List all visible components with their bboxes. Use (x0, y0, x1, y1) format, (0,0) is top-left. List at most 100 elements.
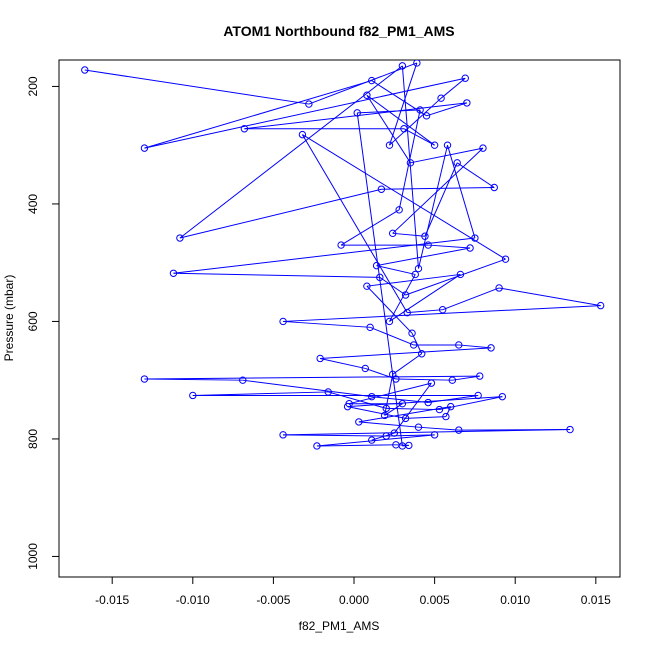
data-point (81, 66, 89, 74)
series-segment (84, 69, 309, 105)
series-segment (366, 94, 435, 146)
series-segment (173, 272, 380, 278)
data-point (414, 264, 423, 273)
data-point (476, 372, 484, 380)
data-point (456, 270, 465, 279)
data-point (176, 234, 184, 242)
data-point (345, 399, 353, 408)
data-point (140, 375, 149, 383)
series-segment (283, 305, 601, 322)
data-point (366, 323, 374, 332)
series-segment (242, 379, 372, 398)
x-tick-label: 0.010 (500, 593, 530, 607)
data-point (501, 255, 510, 263)
data-point (372, 261, 381, 270)
series-segment (366, 94, 411, 164)
data-point (337, 241, 345, 249)
series-segment (392, 147, 484, 234)
y-tick-label: 1000 (26, 543, 40, 570)
series-segment (389, 97, 442, 146)
data-point (453, 159, 461, 167)
series-segment (366, 273, 461, 287)
y-tick-label: 400 (26, 194, 40, 214)
series-segment (144, 80, 372, 149)
data-point (448, 376, 457, 384)
series-segment (405, 416, 446, 419)
series-segment (349, 382, 432, 405)
data-point (435, 405, 444, 414)
series-segment (499, 287, 601, 307)
series-segment (388, 62, 418, 146)
series-segment (447, 145, 476, 239)
data-point (363, 91, 371, 99)
series-segment (179, 188, 382, 239)
data-point (368, 436, 376, 444)
data-point (355, 418, 363, 426)
data-point (388, 370, 397, 379)
series-segment (301, 134, 408, 313)
data-point (353, 109, 361, 117)
data-point (390, 429, 399, 437)
data-point (363, 282, 371, 290)
series-segment (357, 109, 421, 114)
series-segment (283, 434, 387, 437)
series-segment (440, 77, 466, 99)
series-segment (340, 209, 400, 246)
data-point (408, 329, 416, 337)
data-point (401, 291, 410, 299)
data-point (455, 341, 463, 349)
data-point (368, 76, 376, 85)
y-axis: 200 400 600 800 1000 (26, 76, 60, 570)
series-segment (316, 444, 396, 447)
series-segment (379, 276, 406, 296)
data-point (487, 344, 495, 352)
series-segment (358, 421, 419, 428)
data-point (479, 144, 487, 152)
series-segment (358, 406, 451, 423)
y-tick-label: 600 (26, 311, 40, 331)
data-point (298, 130, 307, 139)
data-point (474, 391, 482, 400)
data-point (498, 392, 507, 401)
data-point (463, 99, 471, 107)
x-tick-label: -0.005 (256, 593, 290, 607)
data-point (471, 234, 479, 242)
data-point (385, 317, 394, 326)
x-axis-label: f82_PM1_AMS (299, 619, 380, 633)
data-point (361, 364, 369, 373)
data-point (239, 376, 247, 384)
series-segment (376, 265, 416, 275)
y-axis-label: Pressure (mbar) (2, 275, 16, 362)
data-point (596, 301, 605, 310)
series-segment (356, 112, 403, 447)
data-point (403, 308, 411, 317)
data-point (437, 94, 445, 102)
series-segment (144, 375, 480, 380)
data-point (398, 442, 407, 450)
data-point (411, 270, 419, 279)
series-segment (347, 406, 406, 419)
data-point (466, 244, 474, 252)
series-segment (320, 357, 366, 369)
data-point (427, 379, 436, 387)
data-point (413, 60, 421, 67)
series-segment (445, 406, 452, 417)
data-point (430, 431, 439, 439)
data-point (279, 431, 287, 439)
data-point (316, 354, 324, 363)
x-tick-label: -0.015 (95, 593, 129, 607)
data-point (418, 350, 426, 358)
data-point (495, 284, 503, 292)
series-segment (144, 77, 466, 149)
series-segment (452, 375, 480, 381)
series-segment (283, 429, 571, 436)
data-point (490, 183, 498, 192)
series-segment (403, 128, 435, 146)
series-segment (392, 353, 423, 375)
series-segment (179, 65, 403, 239)
series-segment (456, 162, 495, 188)
data-point (406, 159, 415, 167)
data-point (455, 426, 463, 434)
data-point (398, 62, 407, 70)
